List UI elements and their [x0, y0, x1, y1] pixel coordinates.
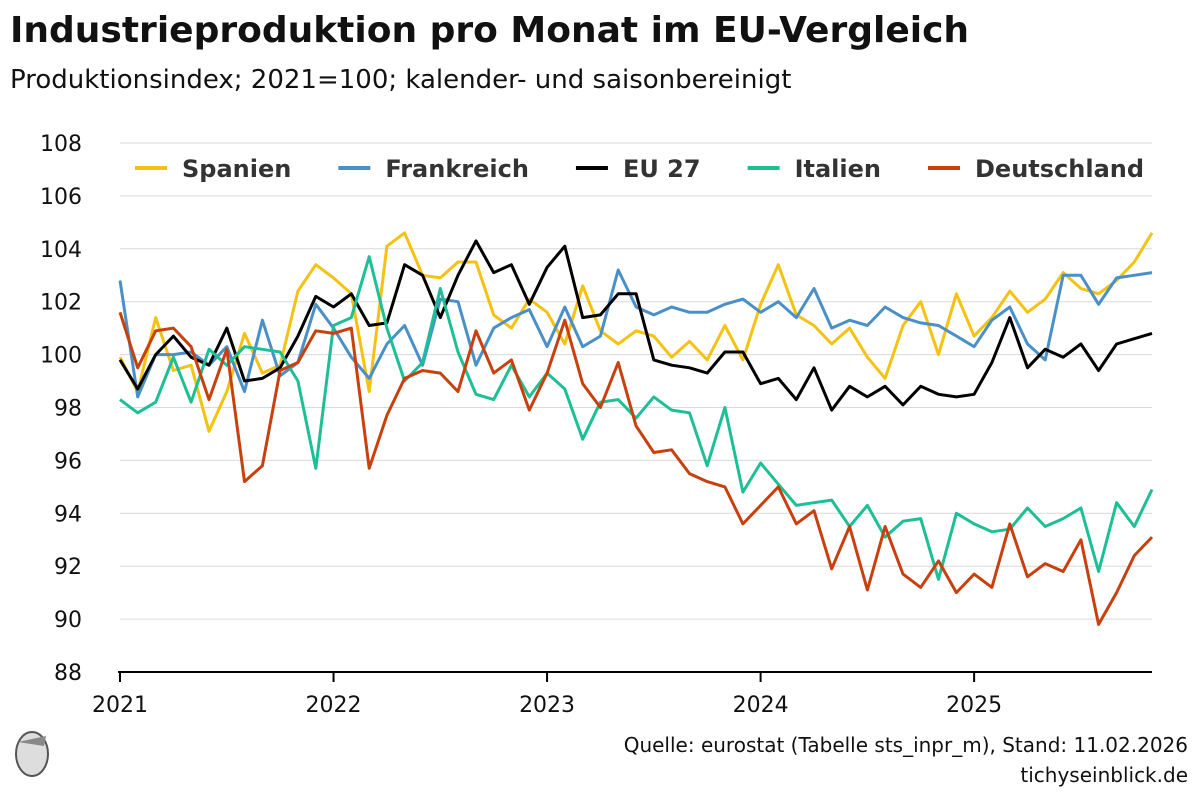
series-line [118, 268, 1153, 399]
lines [118, 231, 1154, 626]
x-tick-label: 2025 [946, 693, 1002, 718]
y-tick-label: 94 [54, 502, 82, 527]
site-name: tichyseinblick.de [1020, 763, 1188, 787]
logo-helmet [18, 736, 46, 746]
y-tick-label: 100 [40, 344, 82, 369]
x-tick-label: 2024 [733, 693, 789, 718]
y-tick-label: 108 [40, 132, 82, 157]
legend-label: Spanien [182, 155, 291, 183]
legend-label: Frankreich [385, 155, 529, 183]
chart-title: Industrieproduktion pro Monat im EU-Verg… [10, 10, 969, 51]
legend-label: Deutschland [975, 155, 1144, 183]
x-tick-label: 2021 [92, 693, 148, 718]
logo [15, 731, 49, 777]
y-tick-label: 98 [54, 397, 82, 422]
series-line [118, 311, 1154, 626]
y-tick-label: 96 [54, 449, 82, 474]
source-note: Quelle: eurostat (Tabelle sts_inpr_m), S… [624, 733, 1188, 757]
series-line [118, 239, 1153, 412]
legend-label: Italien [795, 155, 881, 183]
y-tick-label: 92 [54, 555, 82, 580]
y-tick-label: 88 [54, 661, 82, 686]
y-tick-label: 102 [40, 291, 82, 316]
chart-subtitle: Produktionsindex; 2021=100; kalender- un… [10, 65, 791, 95]
y-tick-label: 106 [40, 185, 82, 210]
legend: Spanien Frankreich EU 27 Italien Deutschland [135, 155, 1144, 183]
x-tick-label: 2023 [519, 693, 575, 718]
grid: 88 90 92 94 96 98 100 102 104 106 108 2021 2022 2023 2… [40, 132, 1152, 718]
series-line [119, 255, 1154, 581]
legend-label: EU 27 [623, 155, 701, 183]
y-tick-label: 104 [40, 238, 82, 263]
x-tick-label: 2022 [306, 693, 362, 718]
series-line [118, 231, 1154, 433]
y-tick-label: 90 [54, 608, 82, 633]
